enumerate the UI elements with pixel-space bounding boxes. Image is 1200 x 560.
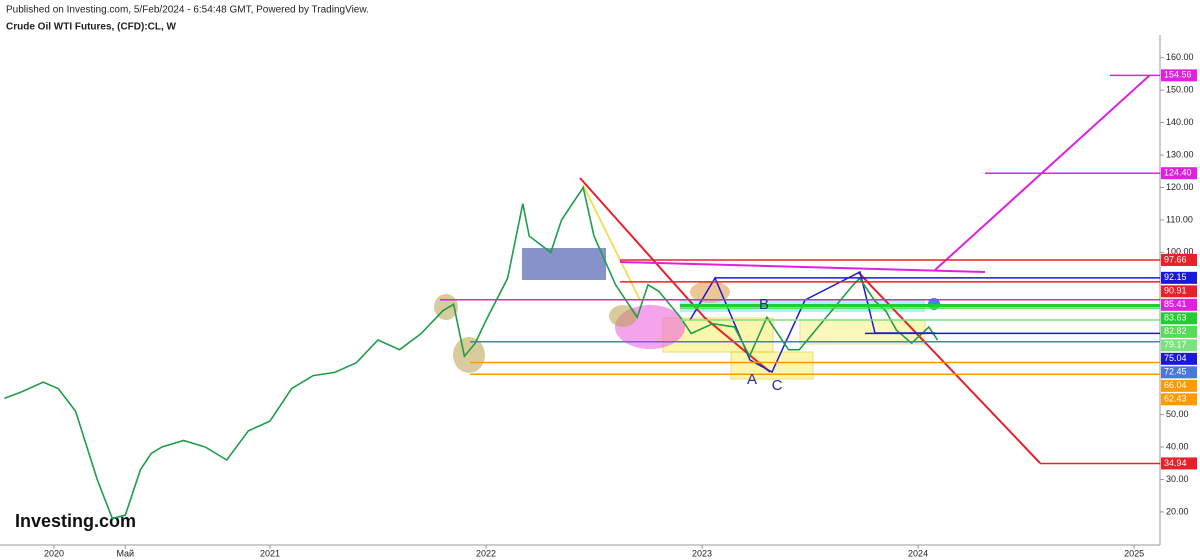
price-tag-label: 154.56 [1164, 70, 1192, 80]
price-tag-label: 124.40 [1164, 168, 1192, 178]
y-tick-label: 140.00 [1166, 117, 1194, 127]
chart-title: Crude Oil WTI Futures, (CFD):CL, W [6, 22, 177, 33]
price-tag [1161, 167, 1197, 180]
y-tick-label: 30.00 [1166, 474, 1189, 484]
zone [522, 248, 606, 280]
price-tag-label: 75.04 [1164, 353, 1187, 363]
wave-label: C [772, 377, 783, 394]
price-tag [1161, 298, 1197, 311]
logo: Investing.com [15, 511, 136, 531]
price-tag [1161, 339, 1197, 352]
y-tick-label: 130.00 [1166, 149, 1194, 159]
trend-line [619, 261, 986, 273]
price-tag-label: 82.82 [1164, 326, 1187, 336]
y-tick-label: 160.00 [1166, 52, 1194, 62]
x-tick-label: Май [116, 548, 134, 558]
x-tick-label: 2022 [476, 548, 496, 558]
price-tag-label: 92.15 [1164, 272, 1187, 282]
price-tag-label: 83.63 [1164, 313, 1187, 323]
price-tag [1161, 285, 1197, 298]
price-tag-label: 34.94 [1164, 458, 1187, 468]
wave-label: A [747, 371, 757, 388]
price-tag [1161, 312, 1197, 325]
price-tag [1161, 393, 1197, 406]
trend-line [582, 184, 641, 301]
y-tick-label: 120.00 [1166, 182, 1194, 192]
y-tick-label: 40.00 [1166, 441, 1189, 451]
price-tag-label: 85.41 [1164, 299, 1187, 309]
price-tag [1161, 379, 1197, 392]
price-tag-label: 72.45 [1164, 367, 1187, 377]
x-tick-label: 2023 [692, 548, 712, 558]
wave-line [689, 270, 935, 374]
price-tag [1161, 352, 1197, 365]
zone [453, 337, 485, 373]
x-tick-label: 2025 [1124, 548, 1144, 558]
trend-line [857, 271, 1041, 464]
chart-subtitle: Published on Investing.com, 5/Feb/2024 -… [6, 5, 369, 16]
y-tick-label: 110.00 [1166, 214, 1193, 224]
price-tag [1161, 253, 1197, 266]
y-tick-label: 50.00 [1166, 409, 1189, 419]
price-tag-label: 97.66 [1164, 254, 1187, 264]
x-tick-label: 2021 [260, 548, 280, 558]
price-tag [1161, 271, 1197, 284]
price-tag [1161, 325, 1197, 338]
x-tick-label: 2020 [44, 548, 64, 558]
price-tag-label: 66.04 [1164, 380, 1187, 390]
price-tag [1161, 69, 1197, 82]
price-tag-label: 90.91 [1164, 286, 1187, 296]
price-tag-label: 62.43 [1164, 394, 1187, 404]
y-tick-label: 100.00 [1166, 247, 1194, 257]
zone [609, 305, 637, 327]
price-tag [1161, 457, 1197, 470]
x-tick-label: 2024 [908, 548, 928, 558]
zone [690, 281, 730, 303]
price-tag [1161, 366, 1197, 379]
y-tick-label: 20.00 [1166, 506, 1189, 516]
price-tag-label: 79.17 [1164, 340, 1187, 350]
y-tick-label: 150.00 [1166, 85, 1194, 95]
wave-label: B [759, 296, 769, 313]
